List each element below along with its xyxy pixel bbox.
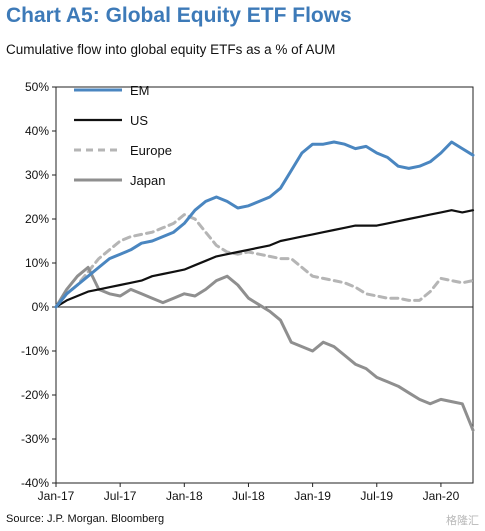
y-tick-label: 10%	[25, 256, 49, 270]
legend-label-japan: Japan	[130, 173, 165, 188]
y-tick-label: 0%	[32, 300, 50, 314]
plot-frame	[55, 86, 474, 484]
series-line-us	[54, 209, 475, 309]
legend-label-us: US	[130, 113, 148, 128]
legend: EM US Europe Japan	[74, 83, 172, 188]
x-tick-label: Jan-18	[166, 489, 203, 503]
y-tick-label: -20%	[21, 388, 49, 402]
x-tick-label: Jan-20	[423, 489, 460, 503]
source-note: Source: J.P. Morgan. Bloomberg	[6, 513, 165, 525]
x-tick-label: Jul-18	[232, 489, 265, 503]
x-tick-label: Jul-19	[360, 489, 393, 503]
legend-label-europe: Europe	[130, 143, 172, 158]
chart-subtitle: Cumulative flow into global equity ETFs …	[6, 42, 336, 57]
watermark: 格隆汇	[446, 515, 479, 527]
x-tick-label: Jan-17	[38, 489, 75, 503]
y-tick-label: -10%	[21, 344, 49, 358]
legend-label-em: EM	[130, 83, 150, 98]
y-tick-label: -30%	[21, 432, 49, 446]
series-line-em	[54, 140, 475, 309]
y-tick-label: -40%	[21, 476, 49, 490]
y-tick-label: 50%	[25, 80, 49, 94]
y-tick-label: 20%	[25, 212, 49, 226]
series-line-europe	[54, 213, 475, 309]
x-tick-label: Jan-19	[294, 489, 331, 503]
x-tick-label: Jul-17	[104, 489, 137, 503]
series-line-japan	[54, 265, 475, 432]
chart-title: Chart A5: Global Equity ETF Flows	[6, 4, 352, 27]
y-tick-label: 40%	[25, 124, 49, 138]
y-tick-label: 30%	[25, 168, 49, 182]
series-layer	[54, 140, 475, 432]
